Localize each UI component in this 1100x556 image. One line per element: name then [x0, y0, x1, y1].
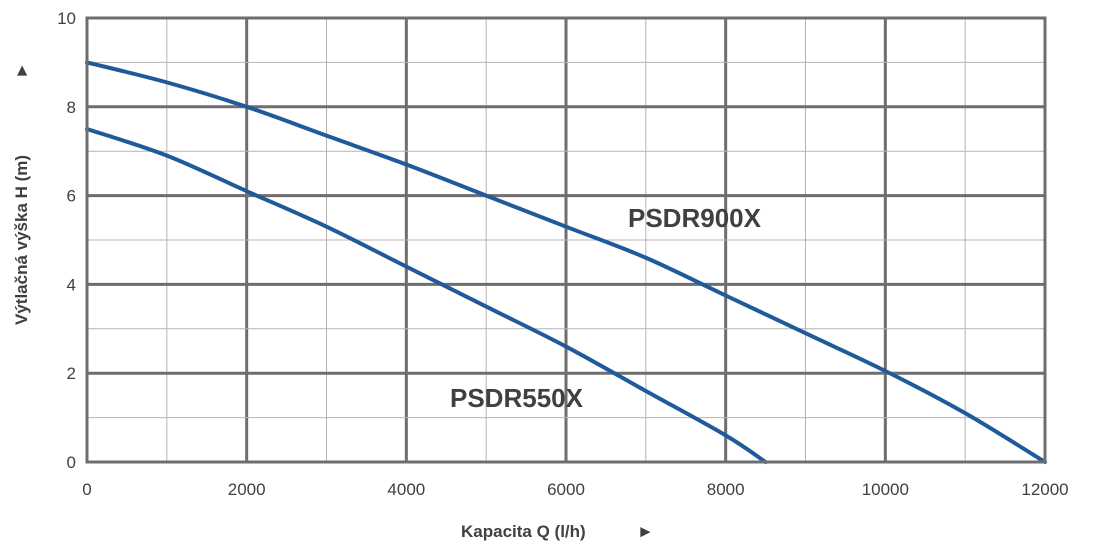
x-tick-label: 4000: [387, 480, 425, 499]
x-tick-label: 2000: [228, 480, 266, 499]
x-tick-label: 12000: [1021, 480, 1068, 499]
x-tick-label: 6000: [547, 480, 585, 499]
y-tick-label: 4: [67, 275, 76, 294]
x-tick-label: 0: [82, 480, 91, 499]
series-label-psdr900x: PSDR900X: [628, 203, 762, 233]
x-axis-label: Kapacita Q (l/h): [461, 522, 586, 541]
series-line-psdr900x: [85, 60, 1047, 464]
y-tick-label: 8: [67, 98, 76, 117]
x-tick-label: 10000: [862, 480, 909, 499]
y-tick-label: 10: [57, 9, 76, 28]
y-tick-label: 0: [67, 453, 76, 472]
series-line-psdr550x: [85, 127, 768, 464]
y-axis-title: Výtlačná výška H (m) ►: [12, 62, 31, 325]
x-axis-title: Kapacita Q (l/h) ►: [461, 522, 654, 541]
plot-frame: [85, 16, 1047, 464]
y-axis-label: Výtlačná výška H (m): [12, 155, 31, 325]
x-tick-label: 8000: [707, 480, 745, 499]
x-axis-arrow-icon: ►: [637, 522, 654, 541]
y-tick-label: 2: [67, 364, 76, 383]
tick-labels: 0 2000 4000 6000 8000 10000 12000 0 2 4 6 8 10: [57, 9, 1069, 499]
y-tick-label: 6: [67, 187, 76, 206]
y-axis-arrow-icon: ►: [12, 62, 31, 79]
series-label-psdr550x: PSDR550X: [450, 383, 584, 413]
series-lines: [85, 60, 1047, 464]
